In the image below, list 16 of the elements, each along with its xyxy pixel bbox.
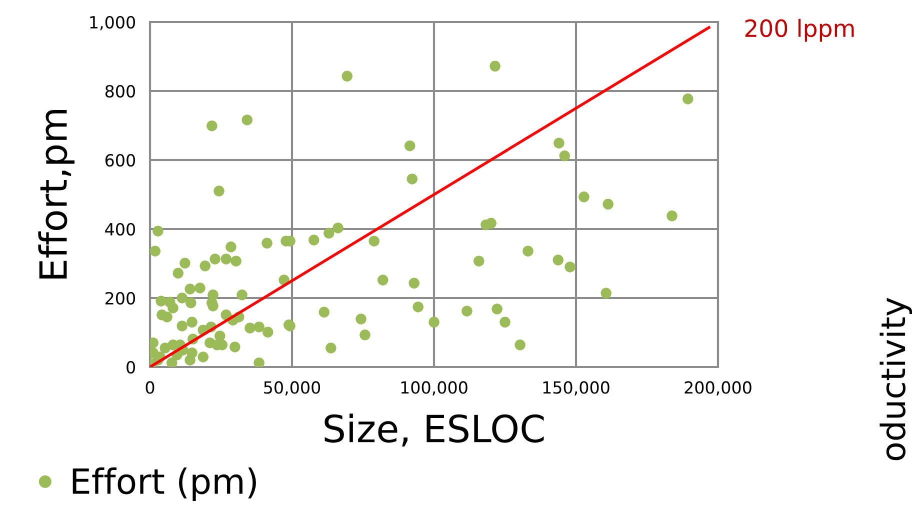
series-label: 200 lppm	[745, 18, 854, 42]
y-tick-label: 200	[106, 292, 136, 305]
y-axis-title: Effort,pm	[38, 110, 75, 279]
y-tick-label: 600	[105, 154, 136, 167]
y-tick-label: 0	[126, 360, 136, 374]
legend-label: Effort (pm)	[72, 467, 256, 502]
x-tick-label: 100,000	[401, 381, 468, 396]
x-axis-title: Size, ESLOC	[324, 414, 544, 447]
text: oductivity	[880, 298, 912, 460]
x-tick-label: 200,000	[684, 381, 752, 396]
y-tick-label: 800	[105, 84, 136, 98]
x-tick-label: 50,000	[264, 381, 320, 396]
y-tick-label: 400	[105, 222, 136, 236]
x-tick-label: 0	[146, 381, 154, 394]
x-tick-label: 150,000	[543, 381, 610, 396]
y-tick-label: 1,000	[90, 16, 136, 30]
